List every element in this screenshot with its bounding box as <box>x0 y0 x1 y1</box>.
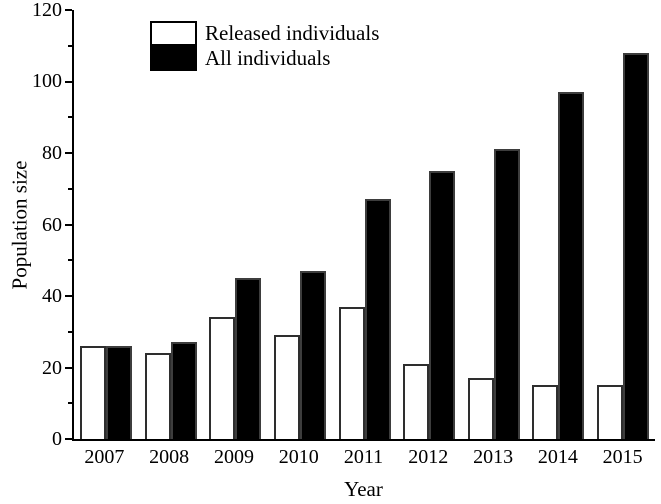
x-tick-label-2010: 2010 <box>278 446 319 468</box>
legend-item-released: Released individuals <box>150 21 379 46</box>
bar-released-2008 <box>144 353 171 439</box>
bar-group-2015 <box>591 10 656 439</box>
bar-released-2014 <box>532 385 559 439</box>
plot-area: 0 20 40 60 80 100 120 Released individuals All… <box>32 0 655 449</box>
legend-swatch-all <box>150 46 197 71</box>
bar-all-2013 <box>493 149 520 439</box>
bar-group-2009 <box>203 10 268 439</box>
bar-all-2012 <box>429 170 456 439</box>
bar-released-2007 <box>80 346 107 439</box>
bar-all-2011 <box>364 199 391 439</box>
y-minor-tick-30 <box>68 330 72 333</box>
bar-released-2009 <box>209 317 236 439</box>
y-tick-label-40: 40 <box>42 284 62 307</box>
x-tick-label-2008: 2008 <box>149 446 190 468</box>
bar-group-2011 <box>332 10 397 439</box>
bar-groups <box>74 10 655 439</box>
legend-label-released: Released individuals <box>205 21 380 45</box>
y-major-tick-40 <box>65 295 72 298</box>
bar-all-2008 <box>170 342 197 439</box>
y-tick-label-60: 60 <box>42 213 62 236</box>
bar-group-2014 <box>526 10 591 439</box>
bar-released-2011 <box>338 306 365 439</box>
y-tick-label-20: 20 <box>42 356 62 379</box>
bar-group-2007 <box>74 10 139 439</box>
y-minor-tick-70 <box>68 187 72 190</box>
y-tick-label-100: 100 <box>32 70 62 93</box>
x-tick-label-2013: 2013 <box>473 446 514 468</box>
y-minor-tick-10 <box>68 402 72 405</box>
bar-all-2014 <box>558 92 585 439</box>
x-tick-label-2007: 2007 <box>84 446 125 468</box>
bar-group-2010 <box>268 10 333 439</box>
x-tick-label-2012: 2012 <box>408 446 449 468</box>
x-axis-tick-labels: 2007 2008 2009 2010 2011 2012 2013 2014 2015 <box>72 447 655 467</box>
y-major-tick-120 <box>65 9 72 11</box>
bar-all-2009 <box>235 278 262 439</box>
y-major-tick-20 <box>65 366 72 369</box>
legend: Released individuals All individuals <box>150 21 379 71</box>
y-major-tick-0 <box>65 438 72 440</box>
x-tick-label-2011: 2011 <box>343 446 384 468</box>
bar-released-2012 <box>403 363 430 439</box>
bar-released-2010 <box>273 335 300 439</box>
bar-released-2015 <box>596 385 623 439</box>
bar-all-2010 <box>299 270 326 439</box>
legend-swatch-released <box>150 21 197 46</box>
y-major-tick-60 <box>65 223 72 226</box>
bar-all-2015 <box>622 52 649 439</box>
bar-released-2013 <box>467 378 494 439</box>
y-tick-label-80: 80 <box>42 141 62 164</box>
x-tick-label-2014: 2014 <box>537 446 578 468</box>
y-minor-tick-110 <box>68 44 72 47</box>
legend-label-all: All individuals <box>205 46 331 70</box>
bar-group-2012 <box>397 10 462 439</box>
x-axis-title: Year <box>344 477 383 501</box>
bar-all-2007 <box>106 346 133 439</box>
y-minor-tick-50 <box>68 259 72 262</box>
y-major-tick-100 <box>65 80 72 83</box>
x-tick-label-2015: 2015 <box>602 446 643 468</box>
y-minor-tick-90 <box>68 116 72 119</box>
y-major-tick-80 <box>65 152 72 155</box>
x-tick-label-2009: 2009 <box>213 446 254 468</box>
y-tick-label-0: 0 <box>52 428 62 450</box>
y-tick-label-120: 120 <box>32 0 62 21</box>
bar-group-2008 <box>139 10 204 439</box>
bar-group-2013 <box>461 10 526 439</box>
legend-item-all: All individuals <box>150 46 379 71</box>
y-axis-title: Population size <box>7 160 32 290</box>
